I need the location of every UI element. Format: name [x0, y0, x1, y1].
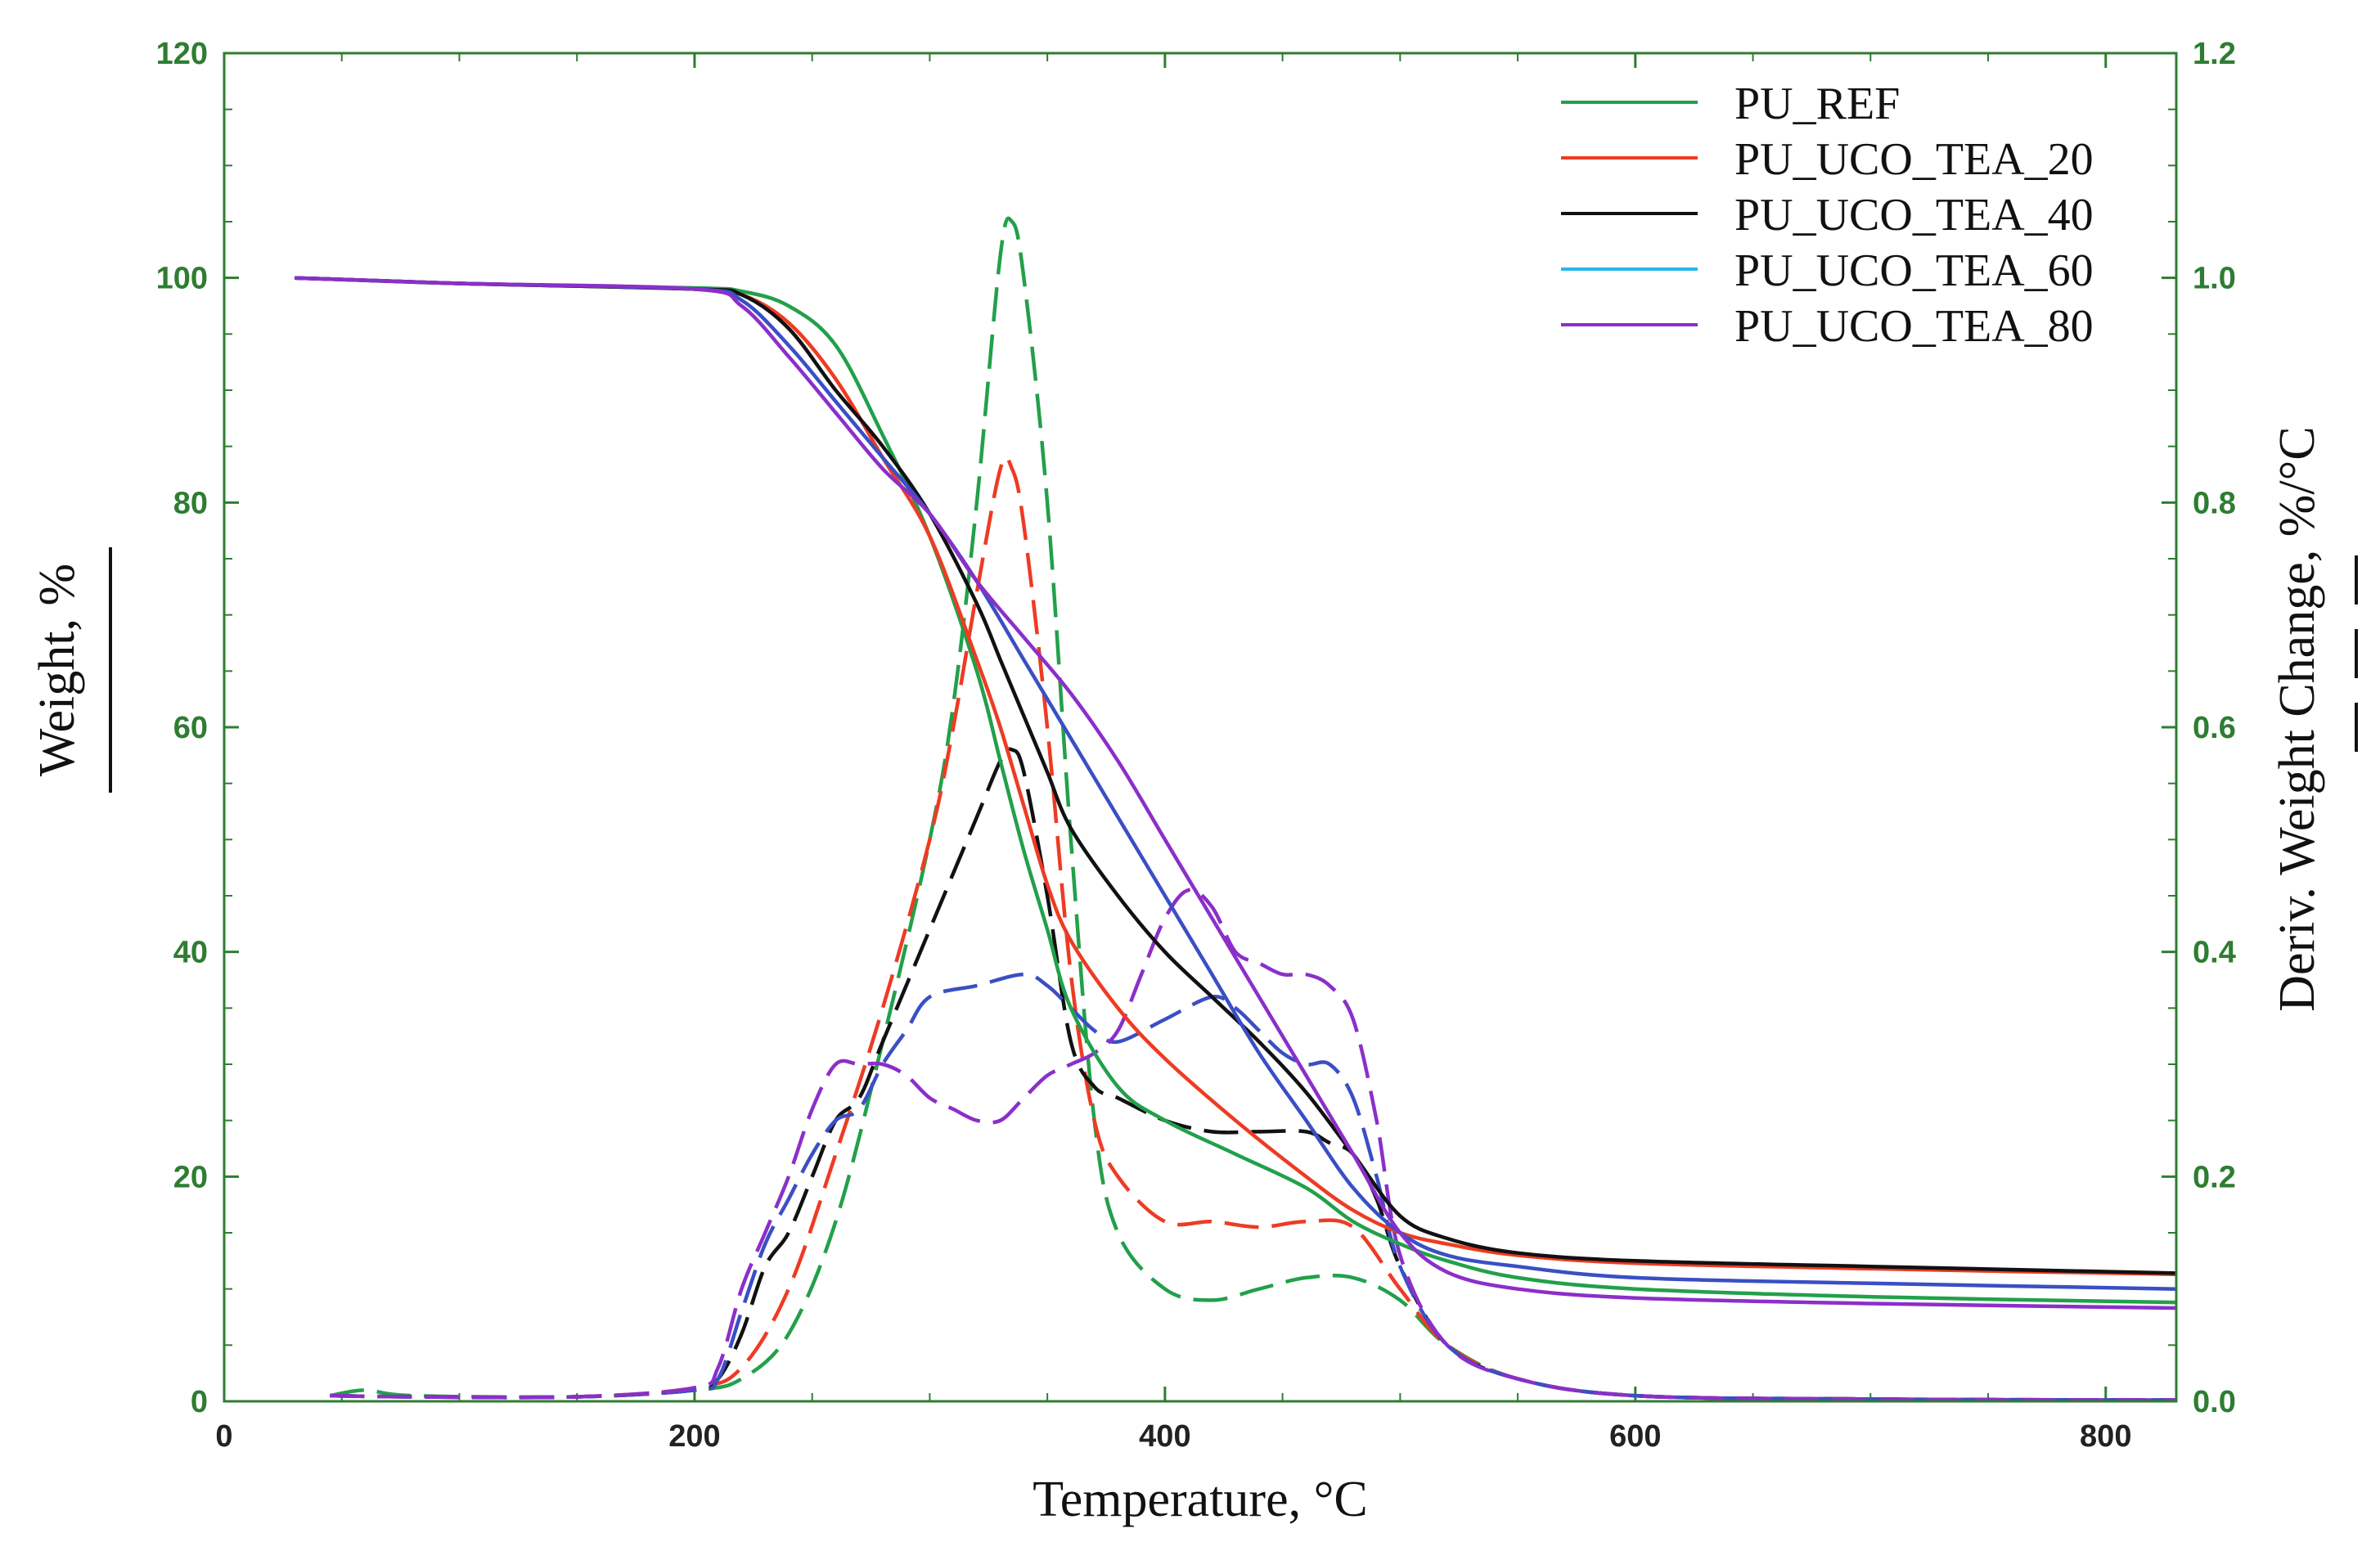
weight-curve-pu-ref [295, 276, 2177, 1305]
legend-label-pu-uco-tea-40: PU_UCO_TEA_40 [1734, 190, 2094, 241]
deriv-curve-pu-ref [330, 216, 2177, 1402]
y-tick-label: 60 [173, 711, 208, 745]
weight-curve-pu-uco-tea-80 [295, 276, 2177, 1310]
deriv-curve-pu-uco-tea-60 [330, 972, 2177, 1402]
y2-tick-label: 1.0 [2193, 262, 2236, 296]
legend: PU_REF PU_UCO_TEA_20 PU_UCO_TEA_40 PU_UC… [1561, 79, 2094, 352]
x-tick-label: 400 [1139, 1419, 1190, 1454]
y2-tick-label: 0.0 [2193, 1385, 2236, 1419]
y2-tick-label: 0.2 [2193, 1160, 2236, 1194]
deriv-curve-pu-uco-tea-80 [330, 888, 2177, 1402]
legend-label-pu-uco-tea-60: PU_UCO_TEA_60 [1734, 245, 2094, 296]
y2-tick-label: 1.2 [2193, 37, 2236, 71]
y2-axis-title: Deriv. Weight Change, %/°C [2270, 426, 2325, 1011]
deriv-curve-pu-uco-tea-40 [330, 747, 2177, 1402]
y2-tick-label: 0.4 [2193, 936, 2236, 970]
weight-curves [295, 276, 2177, 1310]
weight-curve-pu-uco-tea-40 [295, 276, 2177, 1275]
x-tick-label: 600 [1609, 1419, 1661, 1454]
x-tick-label: 800 [2080, 1419, 2131, 1454]
weight-curve-pu-uco-tea-60 [295, 276, 2177, 1291]
plot-frame [223, 52, 2178, 1403]
x-tick-label: 200 [668, 1419, 720, 1454]
x-axis-title: Temperature, °C [1033, 1472, 1368, 1527]
y-tick-label: 100 [156, 262, 208, 296]
y2-tick-label: 0.8 [2193, 486, 2236, 520]
tick-labels: 0 20 40 60 80 100 120 0.0 0.2 0.4 0.6 0.8 1.0 1.2 0 200… [156, 37, 2236, 1454]
y2-tick-label: 0.6 [2193, 711, 2236, 745]
legend-label-pu-uco-tea-80: PU_UCO_TEA_80 [1734, 301, 2094, 352]
y-tick-label: 80 [173, 486, 208, 520]
y-tick-label: 40 [173, 936, 208, 970]
y-tick-label: 120 [156, 37, 208, 71]
y-tick-label: 0 [191, 1385, 208, 1419]
deriv-curve-pu-uco-tea-20 [330, 455, 2177, 1402]
y-tick-label: 20 [173, 1160, 208, 1194]
weight-curve-pu-uco-tea-20 [295, 276, 2177, 1277]
legend-label-pu-uco-tea-20: PU_UCO_TEA_20 [1734, 134, 2094, 185]
derivative-curves [330, 216, 2177, 1402]
y-axis-title: Weight, % [29, 564, 85, 776]
x-tick-label: 0 [215, 1419, 232, 1454]
legend-label-pu-ref: PU_REF [1734, 79, 1900, 129]
